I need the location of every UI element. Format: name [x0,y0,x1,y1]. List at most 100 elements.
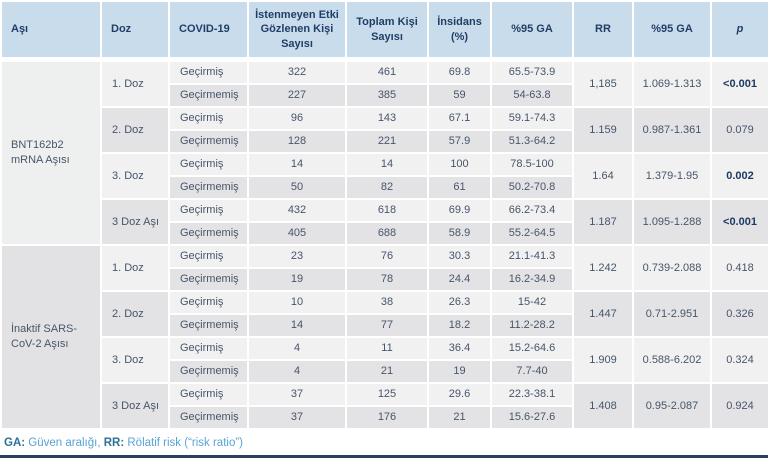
rr-cell: 1.187 [572,198,634,246]
column-header-dose: Doz [100,0,170,62]
table-row: Geçirmemiş 19 78 24.4 16.2-34.9 [1,267,768,292]
column-header-covid: COVID-19 [168,0,249,62]
adverse-count-cell: 50 [247,175,347,200]
table-row: Geçirmemiş 405 688 58.9 55.2-64.5 [1,221,768,246]
total-count-cell: 143 [345,106,429,131]
covid-status-cell: Geçirmiş [168,382,249,407]
ci-cell: 78.5-100 [490,152,574,177]
column-header-incidence: İnsidans (%) [427,0,492,62]
incidence-cell: 57.9 [427,129,492,154]
p-value-cell: 0.324 [710,336,768,384]
table-row: 3. Doz Geçirmiş 14 14 100 78.5-100 1.64 1.379-1… [1,152,768,200]
incidence-cell: 26.3 [427,290,492,315]
abbreviation-note: GA: Güven aralığı, RR: Rölatif risk (“ri… [4,437,243,449]
total-count-cell: 77 [345,313,429,338]
vaccine-cell: İnaktif SARS-CoV-2 Aşısı [0,244,102,430]
dose-cell: 3. Doz [100,336,170,384]
p-value-cell: 0.002 [710,152,768,200]
table-row: Geçirmemiş 14 77 18.2 11.2-28.2 [1,313,768,338]
rr-ci-cell: 0.739-2.088 [632,244,712,292]
rr-cell: 1.909 [572,336,634,384]
covid-status-cell: Geçirmiş [168,244,249,269]
ci-cell: 11.2-28.2 [490,313,574,338]
total-count-cell: 21 [345,359,429,384]
total-count-cell: 14 [345,152,429,177]
total-count-cell: 82 [345,175,429,200]
covid-status-cell: Geçirmemiş [168,405,249,430]
incidence-cell: 69.8 [427,58,492,85]
adverse-count-cell: 19 [247,267,347,292]
table-row: Geçirmemiş 37 176 21 15.6-27.6 [1,405,768,430]
covid-status-cell: Geçirmiş [168,106,249,131]
dose-cell: 1. Doz [100,244,170,292]
covid-status-cell: Geçirmemiş [168,221,249,246]
adverse-count-cell: 4 [247,359,347,384]
table-row: Geçirmemiş 128 221 57.9 51.3-64.2 [1,129,768,154]
rr-ci-cell: 0.588-6.202 [632,336,712,384]
table-row: BNT162b2 mRNA Aşısı 1. Doz Geçirmiş 322 461 6… [0,58,768,246]
abbreviation-definition: Güven aralığı, [25,437,104,449]
covid-status-cell: Geçirmiş [168,290,249,315]
incidence-cell: 19 [427,359,492,384]
total-count-cell: 38 [345,290,429,315]
total-count-cell: 11 [345,336,429,361]
table-row: 3 Doz Aşı Geçirmiş 432 618 69.9 66.2-73.4 1.18… [1,198,768,246]
incidence-cell: 58.9 [427,221,492,246]
dose-cell: 2. Doz [100,106,170,154]
ci-cell: 51.3-64.2 [490,129,574,154]
abbreviation-definition: Rölatif risk (“risk ratio”) [124,437,244,449]
ci-cell: 22.3-38.1 [490,382,574,407]
column-header-total-count: Toplam Kişi Sayısı [345,0,429,62]
rr-cell: 1.447 [572,290,634,338]
dose-cell: 2. Doz [100,290,170,338]
total-count-cell: 461 [345,58,429,85]
abbreviation-term: RR: [103,437,125,449]
column-header-vaccine: Aşı [0,0,102,62]
table-row: Geçirmemiş 50 82 61 50.2-70.8 [1,175,768,200]
covid-status-cell: Geçirmiş [168,198,249,223]
incidence-cell: 30.3 [427,244,492,269]
dose-cell: 3. Doz [100,152,170,200]
ci-cell: 21.1-41.3 [490,244,574,269]
rr-ci-cell: 1.379-1.95 [632,152,712,200]
incidence-cell: 67.1 [427,106,492,131]
table-header: Aşı Doz COVID-19 İstenmeyen Etki Gözlenen K… [0,0,768,62]
bottom-rule [0,455,768,458]
total-count-cell: 688 [345,221,429,246]
table-body: BNT162b2 mRNA Aşısı 1. Doz Geçirmiş 322 461 6… [0,58,768,430]
incidence-cell: 18.2 [427,313,492,338]
dose-cell: 1. Doz [100,58,170,108]
ci-cell: 50.2-70.8 [490,175,574,200]
covid-status-cell: Geçirmemiş [168,267,249,292]
adverse-count-cell: 405 [247,221,347,246]
total-count-cell: 76 [345,244,429,269]
ci-cell: 15-42 [490,290,574,315]
p-value-cell: 0.924 [710,382,768,430]
adverse-count-cell: 96 [247,106,347,131]
header-row: Aşı Doz COVID-19 İstenmeyen Etki Gözlenen K… [0,0,768,62]
vaccine-cell: BNT162b2 mRNA Aşısı [0,58,102,246]
incidence-cell: 29.6 [427,382,492,407]
ci-cell: 15.6-27.6 [490,405,574,430]
adverse-count-cell: 14 [247,152,347,177]
rr-cell: 1.242 [572,244,634,292]
rr-cell: 1.408 [572,382,634,430]
total-count-cell: 221 [345,129,429,154]
ci-cell: 66.2-73.4 [490,198,574,223]
incidence-cell: 59 [427,83,492,108]
adverse-count-cell: 10 [247,290,347,315]
p-value-cell: 0.326 [710,290,768,338]
abbreviation-term: GA: [4,437,26,449]
p-value-cell: <0.001 [710,198,768,246]
column-header-rr: RR [572,0,634,62]
covid-status-cell: Geçirmiş [168,336,249,361]
dose-cell: 3 Doz Aşı [100,382,170,430]
covid-status-cell: Geçirmiş [168,152,249,177]
rr-cell: 1.64 [572,152,634,200]
adverse-count-cell: 4 [247,336,347,361]
ci-cell: 55.2-64.5 [490,221,574,246]
ci-cell: 15.2-64.6 [490,336,574,361]
column-header-rr-ci: %95 GA [632,0,712,62]
incidence-cell: 36.4 [427,336,492,361]
ci-cell: 65.5-73.9 [490,58,574,85]
